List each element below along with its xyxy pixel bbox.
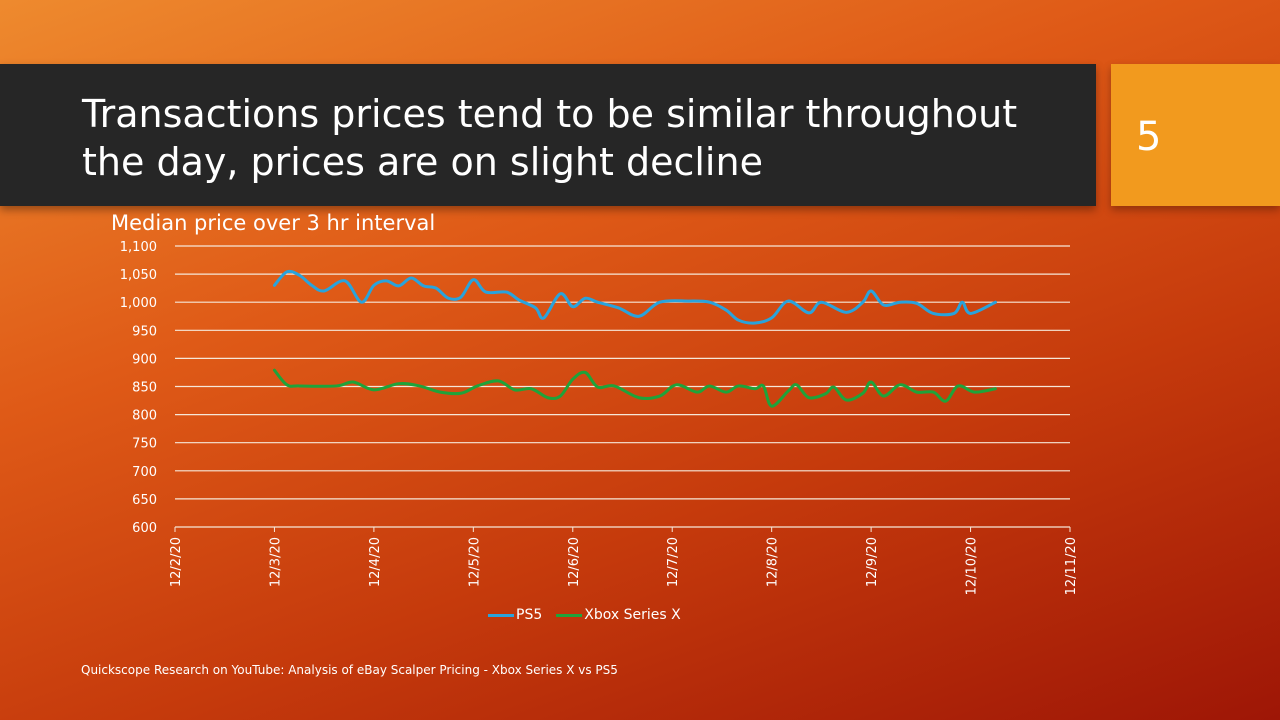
legend-swatch	[556, 613, 583, 617]
chart-title: Median price over 3 hr interval	[111, 211, 436, 235]
y-tick-label: 1,000	[120, 296, 157, 311]
x-tick-label: 12/10/20	[965, 537, 980, 595]
legend-label: PS5	[516, 607, 543, 623]
slide-number-box	[1111, 64, 1280, 206]
slide-number: 5	[1136, 114, 1162, 160]
x-tick-label: 12/5/20	[467, 537, 482, 587]
series-line-ps5	[272, 269, 997, 325]
x-tick-label: 12/3/20	[268, 537, 283, 587]
x-tick-label: 12/2/20	[169, 537, 184, 587]
y-tick-label: 650	[132, 493, 157, 508]
legend-item-xbox: Xbox Series X	[556, 607, 681, 623]
x-tick-label: 12/9/20	[865, 537, 880, 587]
y-tick-label: 1,050	[120, 268, 157, 283]
slide-title: Transactions prices tend to be similar t…	[82, 92, 1018, 184]
x-tick-label: 12/11/20	[1064, 537, 1079, 595]
y-tick-label: 750	[132, 437, 157, 452]
title-bar	[0, 64, 1096, 206]
y-tick-label: 800	[132, 409, 157, 424]
y-tick-label: 700	[132, 465, 157, 480]
x-tick-label: 12/6/20	[567, 537, 582, 587]
legend-swatch	[488, 613, 514, 617]
source-footnote: Quickscope Research on YouTube: Analysis…	[81, 663, 618, 677]
y-tick-label: 600	[132, 521, 157, 536]
x-tick-label: 12/8/20	[766, 537, 781, 587]
x-tick-label: 12/7/20	[666, 537, 681, 587]
x-tick-label: 12/4/20	[368, 537, 383, 587]
legend-label: Xbox Series X	[584, 607, 681, 623]
y-tick-label: 1,100	[120, 240, 157, 255]
y-tick-label: 850	[132, 381, 157, 396]
chart-legend: PS5 Xbox Series X	[488, 607, 681, 623]
legend-item-ps5: PS5	[488, 607, 542, 623]
series-line-xbox-series-x	[272, 368, 997, 408]
y-tick-label: 950	[132, 324, 157, 339]
y-tick-label: 900	[132, 352, 157, 367]
